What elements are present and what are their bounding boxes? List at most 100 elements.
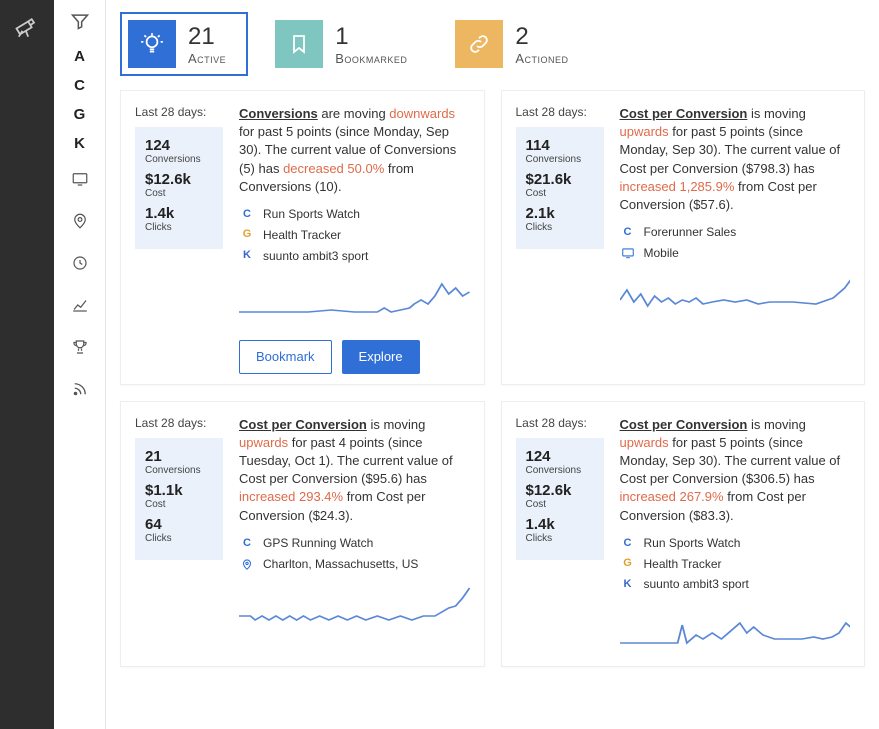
campaign-badge: C [620,535,636,551]
filter-k[interactable]: K [74,135,85,152]
bookmark-icon [275,20,323,68]
stat-name: Conversions [145,154,213,165]
stat-value: 1.4k [526,516,594,533]
sparkline [239,274,470,322]
stat-name: Clicks [526,222,594,233]
stat-value: $21.6k [526,171,594,188]
metric-name: Cost per Conversion [620,106,748,121]
location-icon[interactable] [65,206,95,236]
stat-name: Cost [145,499,213,510]
stat-value: $12.6k [145,171,213,188]
tab-bookmarked-label: Bookmarked [335,51,407,66]
bookmark-button[interactable]: Bookmark [239,340,332,374]
tags: C Forerunner Sales Mobile [620,224,851,262]
lightbulb-icon [128,20,176,68]
sparkline [620,603,851,651]
stats-box: 124Conversions$12.6kCost1.4kClicks [516,438,604,560]
metric-name: Conversions [239,106,318,121]
explore-button[interactable]: Explore [342,340,420,374]
metric-name: Cost per Conversion [239,417,367,432]
tab-active[interactable]: 21 Active [120,12,248,76]
tag-row[interactable]: G Health Tracker [620,556,851,573]
tag-label: Forerunner Sales [644,224,737,241]
chart-icon[interactable] [65,290,95,320]
trophy-icon[interactable] [65,332,95,362]
tag-label: Charlton, Massachusetts, US [263,556,418,573]
telescope-icon[interactable] [12,10,42,40]
direction: downwards [389,106,455,121]
tab-bookmarked-count: 1 [335,23,407,51]
device-icon[interactable] [65,164,95,194]
tabs: 21 Active 1 Bookmarked 2 Actioned [120,12,865,76]
tags: CGPS Running Watch Charlton, Massachusett… [239,535,470,573]
stat-name: Cost [526,188,594,199]
group-badge: G [239,227,255,243]
tab-active-count: 21 [188,23,226,51]
stat-value: 114 [526,137,594,154]
tab-actioned[interactable]: 2 Actioned [448,12,589,76]
stats-box: 114Conversions$21.6kCost2.1kClicks [516,127,604,249]
tag-row[interactable]: CGPS Running Watch [239,535,470,552]
pin-icon [239,556,255,572]
card-description: Cost per Conversion is moving upwards fo… [620,416,851,657]
campaign-badge: C [239,206,255,222]
stat-value: $12.6k [526,482,594,499]
stat-name: Conversions [145,465,213,476]
tag-row[interactable]: Charlton, Massachusetts, US [239,556,470,573]
tag-row[interactable]: CRun Sports Watch [239,206,470,223]
stat-value: 124 [526,448,594,465]
direction: upwards [620,124,669,139]
stats-col: Last 28 days:124Conversions$12.6kCost1.4… [135,105,223,374]
period-label: Last 28 days: [516,416,604,430]
tag-label: Run Sports Watch [644,535,741,552]
tags: CRun Sports Watch G Health Tracker Ksuunto … [239,206,470,264]
keyword-badge: K [620,577,636,593]
tag-row[interactable]: Ksuunto ambit3 sport [239,248,470,265]
stats-col: Last 28 days:114Conversions$21.6kCost2.1… [516,105,604,325]
filter-c[interactable]: C [74,77,85,94]
tag-label: Health Tracker [263,227,341,244]
direction: upwards [239,435,288,450]
stat-value: 1.4k [145,205,213,222]
stat-value: 124 [145,137,213,154]
tag-label: suunto ambit3 sport [263,248,368,265]
insight-card: Last 28 days:124Conversions$12.6kCost1.4… [120,90,485,385]
group-badge: G [620,556,636,572]
stat-value: 2.1k [526,205,594,222]
tag-label: Mobile [644,245,679,262]
tag-label: Health Tracker [644,556,722,573]
stat-name: Cost [526,499,594,510]
campaign-badge: C [620,225,636,241]
left-rail [0,0,54,729]
tab-bookmarked[interactable]: 1 Bookmarked [268,12,428,76]
card-description: Cost per Conversion is moving upwards fo… [620,105,851,325]
tab-actioned-label: Actioned [515,51,568,66]
stats-col: Last 28 days:21Conversions$1.1kCost64Cli… [135,416,223,636]
percent-change: decreased 50.0% [283,161,384,176]
sparkline [620,272,851,320]
main-content: 21 Active 1 Bookmarked 2 Actioned Last 2… [106,0,879,729]
filter-column: A C G K [54,0,106,729]
tag-row[interactable]: C Forerunner Sales [620,224,851,241]
tag-label: GPS Running Watch [263,535,373,552]
tag-label: suunto ambit3 sport [644,576,749,593]
filter-g[interactable]: G [74,106,86,123]
stat-value: $1.1k [145,482,213,499]
tag-row[interactable]: Ksuunto ambit3 sport [620,576,851,593]
percent-change: increased 1,285.9% [620,179,735,194]
tag-row[interactable]: G Health Tracker [239,227,470,244]
insight-card: Last 28 days:124Conversions$12.6kCost1.4… [501,401,866,668]
link-icon [455,20,503,68]
stats-box: 21Conversions$1.1kCost64Clicks [135,438,223,560]
clock-icon[interactable] [65,248,95,278]
stat-value: 21 [145,448,213,465]
percent-change: increased 267.9% [620,489,724,504]
rss-icon[interactable] [65,374,95,404]
tab-active-label: Active [188,51,226,66]
stat-name: Cost [145,188,213,199]
tag-row[interactable]: Mobile [620,245,851,262]
tag-row[interactable]: C Run Sports Watch [620,535,851,552]
filter-a[interactable]: A [74,48,85,65]
filter-icon[interactable] [65,6,95,36]
stats-box: 124Conversions$12.6kCost1.4kClicks [135,127,223,249]
